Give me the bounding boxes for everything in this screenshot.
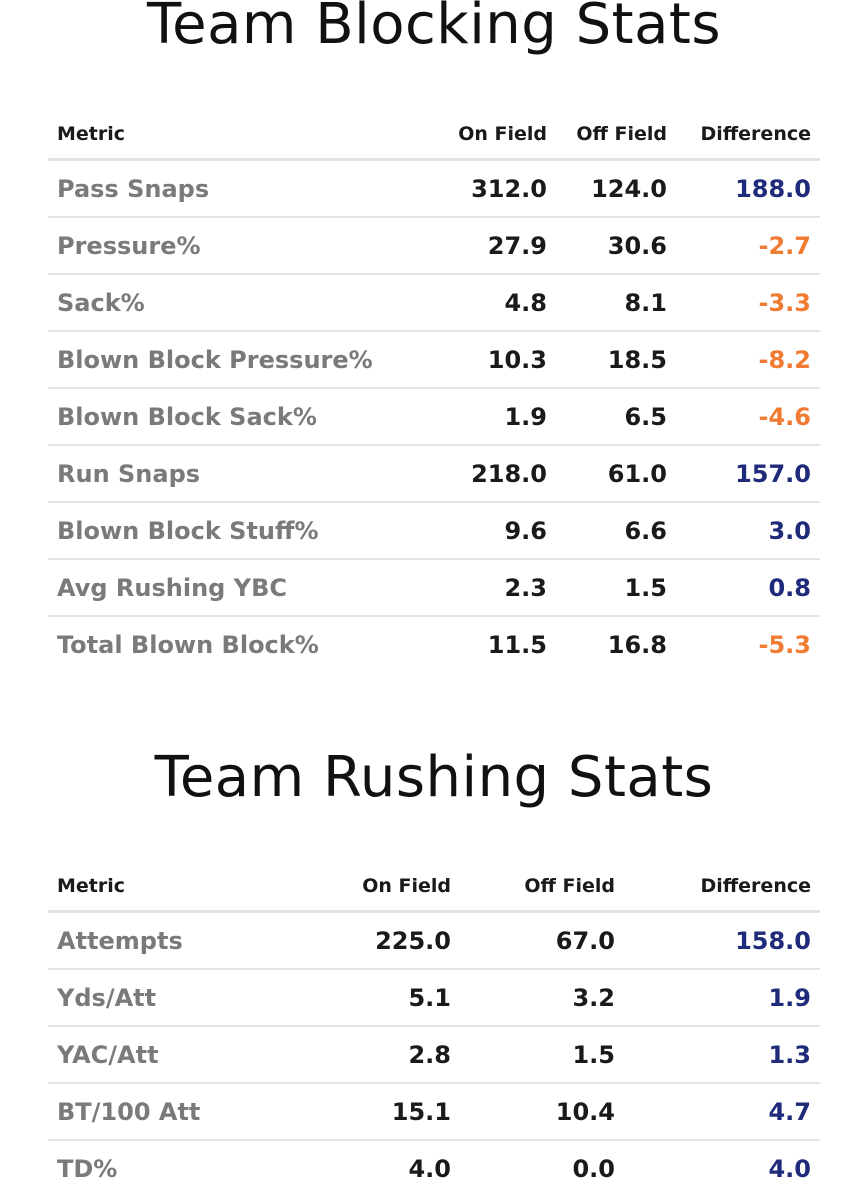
column-header-on-field: On Field <box>438 110 556 161</box>
table-row: Total Blown Block% 11.5 16.8 -5.3 <box>48 616 820 672</box>
on-field-value: 4.8 <box>438 274 556 332</box>
difference-value: 0.8 <box>676 559 820 617</box>
metric-label: Blown Block Stuff% <box>48 502 438 560</box>
on-field-value: 11.5 <box>487 630 547 659</box>
metric-label: Run Snaps <box>48 445 438 503</box>
table-row: Pressure% 27.9 30.6 -2.7 <box>48 217 820 275</box>
difference-value: -8.2 <box>676 331 820 389</box>
difference-value: 3.0 <box>676 502 820 560</box>
difference-value: 4.0 <box>768 1154 811 1183</box>
column-header-metric: Metric <box>48 862 348 913</box>
off-field-value: 30.6 <box>556 217 676 275</box>
table-row: Blown Block Pressure% 10.3 18.5 -8.2 <box>48 331 820 389</box>
on-field-value: 218.0 <box>438 445 556 503</box>
column-header-on-field: On Field <box>348 862 460 913</box>
on-field-value: 4.0 <box>408 1154 451 1183</box>
metric-label: TD% <box>57 1154 118 1183</box>
difference-value: -2.7 <box>676 217 820 275</box>
table-row: Sack% 4.8 8.1 -3.3 <box>48 274 820 332</box>
on-field-value: 5.1 <box>348 969 460 1027</box>
off-field-value: 67.0 <box>460 911 624 970</box>
off-field-value: 0.0 <box>572 1154 615 1183</box>
table-row: Attempts 225.0 67.0 158.0 <box>48 911 820 970</box>
table-row: Yds/Att 5.1 3.2 1.9 <box>48 969 820 1027</box>
metric-label: Avg Rushing YBC <box>48 559 438 617</box>
blocking-stats-table: Metric On Field Off Field Difference Pas… <box>48 110 820 672</box>
off-field-value: 6.6 <box>556 502 676 560</box>
table-row: Avg Rushing YBC 2.3 1.5 0.8 <box>48 559 820 617</box>
difference-value: 158.0 <box>624 911 820 970</box>
column-header-difference: Difference <box>676 110 820 161</box>
difference-value: 1.9 <box>624 969 820 1027</box>
difference-value: 188.0 <box>676 159 820 218</box>
off-field-value: 124.0 <box>556 159 676 218</box>
table-row: Run Snaps 218.0 61.0 157.0 <box>48 445 820 503</box>
metric-label: Blown Block Sack% <box>48 388 438 446</box>
rushing-stats-table: Metric On Field Off Field Difference Att… <box>48 862 820 1196</box>
table-row: YAC/Att 2.8 1.5 1.3 <box>48 1026 820 1084</box>
on-field-value: 1.9 <box>438 388 556 446</box>
off-field-value: 61.0 <box>556 445 676 503</box>
table-row: Pass Snaps 312.0 124.0 188.0 <box>48 159 820 218</box>
rushing-stats-title: Team Rushing Stats <box>154 745 714 810</box>
column-header-difference: Difference <box>624 862 820 913</box>
metric-label: Sack% <box>48 274 438 332</box>
on-field-value: 2.3 <box>438 559 556 617</box>
difference-value: 4.7 <box>624 1083 820 1141</box>
off-field-value: 6.5 <box>556 388 676 446</box>
difference-value: 157.0 <box>676 445 820 503</box>
metric-label: BT/100 Att <box>48 1083 348 1141</box>
on-field-value: 15.1 <box>348 1083 460 1141</box>
table-header-row: Metric On Field Off Field Difference <box>48 110 820 161</box>
metric-label: Blown Block Pressure% <box>48 331 438 389</box>
off-field-value: 16.8 <box>607 630 667 659</box>
off-field-value: 10.4 <box>460 1083 624 1141</box>
table-row: BT/100 Att 15.1 10.4 4.7 <box>48 1083 820 1141</box>
metric-label: Pass Snaps <box>48 159 438 218</box>
rushing-stats-body: Attempts 225.0 67.0 158.0 Yds/Att 5.1 3.2 1.9 YA… <box>48 911 820 1197</box>
difference-value: -5.3 <box>758 630 811 659</box>
table-row: TD% 4.0 0.0 4.0 <box>48 1140 820 1196</box>
off-field-value: 1.5 <box>460 1026 624 1084</box>
off-field-value: 18.5 <box>556 331 676 389</box>
on-field-value: 27.9 <box>438 217 556 275</box>
table-header-row: Metric On Field Off Field Difference <box>48 862 820 913</box>
table-row: Blown Block Sack% 1.9 6.5 -4.6 <box>48 388 820 446</box>
table-row: Blown Block Stuff% 9.6 6.6 3.0 <box>48 502 820 560</box>
on-field-value: 9.6 <box>438 502 556 560</box>
off-field-value: 8.1 <box>556 274 676 332</box>
off-field-value: 3.2 <box>460 969 624 1027</box>
on-field-value: 2.8 <box>348 1026 460 1084</box>
blocking-stats-title: Team Blocking Stats <box>146 0 722 57</box>
metric-label: Pressure% <box>48 217 438 275</box>
blocking-stats-body: Pass Snaps 312.0 124.0 188.0 Pressure% 27.9 30… <box>48 159 820 673</box>
on-field-value: 225.0 <box>348 911 460 970</box>
metric-label: YAC/Att <box>48 1026 348 1084</box>
column-header-metric: Metric <box>48 110 438 161</box>
on-field-value: 10.3 <box>438 331 556 389</box>
metric-label: Yds/Att <box>48 969 348 1027</box>
metric-label: Attempts <box>48 911 348 970</box>
column-header-off-field: Off Field <box>460 862 624 913</box>
off-field-value: 1.5 <box>556 559 676 617</box>
on-field-value: 312.0 <box>438 159 556 218</box>
metric-label: Total Blown Block% <box>57 630 319 659</box>
difference-value: 1.3 <box>624 1026 820 1084</box>
column-header-off-field: Off Field <box>556 110 676 161</box>
difference-value: -4.6 <box>676 388 820 446</box>
difference-value: -3.3 <box>676 274 820 332</box>
